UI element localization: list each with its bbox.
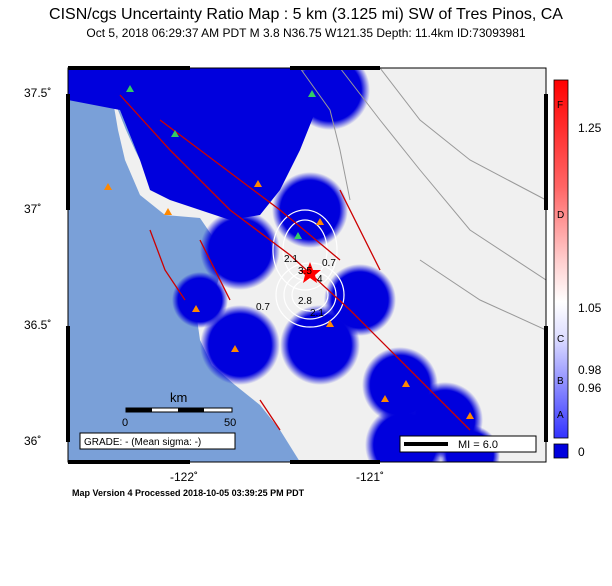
frame-ticks (66, 66, 548, 464)
lat-label-37-5: 37.5˚ (24, 86, 52, 100)
contour-labels: 2.1 3.5 4 0.7 2.8 2.1 0.7 (256, 254, 336, 319)
svg-text:0.7: 0.7 (256, 302, 270, 313)
svg-text:0: 0 (122, 417, 128, 429)
roads (299, 68, 546, 331)
svg-text:2.1: 2.1 (284, 254, 298, 265)
mi-label: MI = 6.0 (458, 439, 498, 451)
svg-text:km: km (170, 390, 187, 405)
svg-text:A: A (557, 410, 564, 421)
map-title: CISN/cgs Uncertainty Ratio Map : 5 km (3… (49, 6, 563, 23)
lon-label-121: -121˚ (356, 470, 385, 484)
lat-label-37: 37˚ (24, 202, 42, 216)
svg-text:C: C (557, 334, 564, 345)
svg-text:0.7: 0.7 (322, 258, 336, 269)
lat-label-36: 36˚ (24, 434, 42, 448)
svg-text:3.5: 3.5 (298, 266, 312, 277)
scale-bar: km 0 50 (122, 390, 236, 429)
grade-box (79, 432, 236, 450)
faults (119, 94, 471, 431)
lat-label-36-5: 36.5˚ (24, 318, 52, 332)
lon-label-122: -122˚ (170, 470, 199, 484)
ocean (68, 68, 300, 462)
svg-text:F: F (557, 100, 563, 111)
svg-text:0.98: 0.98 (578, 363, 602, 377)
svg-text:0: 0 (578, 445, 585, 459)
stations-orange (104, 180, 474, 419)
svg-text:2.8: 2.8 (298, 296, 312, 307)
epicenter-star (299, 262, 321, 283)
svg-text:1.05: 1.05 (578, 301, 602, 315)
svg-text:B: B (557, 376, 564, 387)
footer-processed: Map Version 4 Processed 2018-10-05 03:39… (72, 488, 305, 498)
svg-text:50: 50 (224, 417, 236, 429)
svg-text:4: 4 (317, 274, 323, 285)
svg-text:0.96: 0.96 (578, 381, 602, 395)
svg-text:1.25: 1.25 (578, 121, 602, 135)
map-area: 2.1 3.5 4 0.7 2.8 2.1 0.7 (68, 68, 546, 462)
svg-text:D: D (557, 210, 564, 221)
colorbar: F D C B A 1.25 1.05 0.98 0.96 0 (553, 79, 602, 459)
stations-green (126, 85, 316, 239)
svg-text:2.1: 2.1 (310, 308, 324, 319)
mi-box (399, 435, 537, 453)
map-subtitle: Oct 5, 2018 06:29:37 AM PDT M 3.8 N36.75… (86, 26, 526, 40)
grade-label: GRADE: - (Mean sigma: -) (84, 437, 201, 448)
